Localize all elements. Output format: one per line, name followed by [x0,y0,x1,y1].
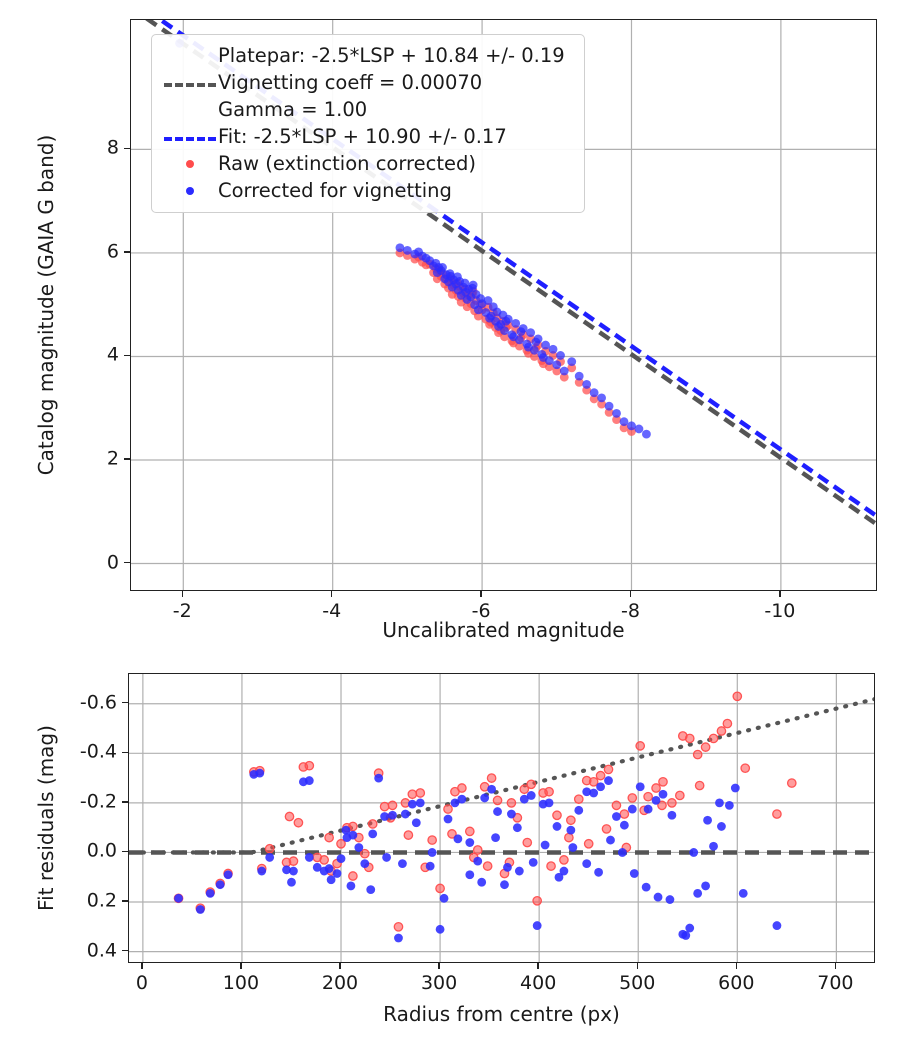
legend-label-vignetting-coeff: Vignetting coeff = 0.00070 [218,70,483,94]
residuals-plot-x-tick-label: 200 [321,972,359,994]
residuals-plot-y-tick-label: -0.4 [79,740,117,763]
legend-item-platepar: Platepar: -2.5*LSP + 10.84 +/- 0.19 [162,42,574,69]
magnitude-plot-x-tick [779,591,781,597]
magnitude-calibration-plot: Platepar: -2.5*LSP + 10.84 +/- 0.19 Vign… [130,19,877,591]
legend: Platepar: -2.5*LSP + 10.84 +/- 0.19 Vign… [151,34,585,213]
residuals-plot-x-tick-label: 700 [817,972,854,994]
magnitude-plot-y-tick-label: 8 [106,136,119,159]
residuals-plot-x-tick-label: 500 [619,972,656,994]
magnitude-plot-y-tick [124,147,130,150]
magnitude-plot-x-tick [181,591,183,597]
residuals-plot-x-tick-label: 100 [222,972,260,994]
residuals-plot-y-tick-label: 0.0 [86,839,117,862]
magnitude-plot-x-tick-label: -8 [621,600,640,622]
fit-residuals-plot [128,673,875,963]
magnitude-plot-y-tick-label: 4 [106,343,119,366]
magnitude-plot-x-tick-label: -6 [471,600,491,622]
residuals-plot-y-tick [122,702,128,704]
legend-item-vignetting-coeff: Vignetting coeff = 0.00070 [162,69,574,96]
legend-key-corrected [162,180,218,202]
legend-item-raw: Raw (extinction corrected) [162,150,574,177]
residuals-plot-x-tick [834,963,837,969]
top-plot-x-axis-title: Uncalibrated magnitude [382,618,625,642]
magnitude-plot-y-tick-label: 6 [106,240,119,263]
legend-label-platepar: Platepar: -2.5*LSP + 10.84 +/- 0.19 [218,43,565,67]
residuals-plot-y-tick [122,801,128,803]
residuals-plot-y-tick-label: -0.6 [79,691,117,714]
magnitude-plot-x-tick-label: -2 [172,600,192,622]
top-plot-y-axis-title: Catalog magnitude (GAIA G band) [34,134,58,476]
residuals-plot-x-tick-label: 400 [520,972,557,994]
legend-key-raw [162,153,218,175]
magnitude-plot-x-tick-label: -4 [322,600,342,622]
bottom-plot-y-axis-title: Fit residuals (mag) [34,725,58,911]
magnitude-plot-y-tick [124,251,130,253]
residuals-plot-y-tick-label: -0.2 [79,790,117,813]
residuals-plot-y-tick-label: 0.4 [86,939,117,962]
residuals-plot-x-tick [735,963,737,969]
residuals-plot-y-tick [122,949,128,952]
residuals-plot-x-tick [537,963,539,969]
residuals-plot-x-tick [240,963,242,969]
bottom-plot-svg [129,674,874,962]
legend-item-corrected: Corrected for vignetting [162,177,574,204]
residuals-plot-y-tick [122,751,128,753]
legend-key-gamma [162,99,218,121]
residuals-plot-x-tick [339,963,341,969]
residuals-plot-x-tick [141,963,143,969]
residuals-plot-y-tick [122,900,128,902]
magnitude-plot-y-tick [124,561,130,564]
magnitude-plot-x-tick-label: -10 [764,600,796,622]
residuals-plot-x-tick [438,963,440,969]
legend-key-vignetting-coeff [162,72,218,94]
magnitude-plot-y-tick [124,458,130,460]
magnitude-plot-y-tick [124,354,130,357]
legend-item-fit: Fit: -2.5*LSP + 10.90 +/- 0.17 [162,123,574,150]
residuals-plot-y-tick [122,850,128,853]
residuals-plot-y-tick-label: 0.2 [86,889,117,912]
residuals-plot-x-tick-label: 600 [718,972,755,994]
magnitude-plot-x-tick [480,591,482,597]
legend-key-fit [162,126,218,148]
magnitude-plot-y-tick-label: 0 [106,551,119,574]
bottom-plot-content [129,674,874,962]
residuals-plot-x-tick [636,963,638,969]
residuals-plot-x-tick-label: 0 [135,972,148,994]
legend-label-gamma: Gamma = 1.00 [218,97,368,121]
magnitude-plot-x-tick [629,591,632,597]
legend-label-corrected: Corrected for vignetting [218,178,452,202]
bottom-plot-x-axis-title: Radius from centre (px) [383,1002,620,1026]
magnitude-plot-y-tick-label: 2 [106,447,119,470]
legend-key-platepar [162,45,218,67]
legend-item-gamma: Gamma = 1.00 [162,96,574,123]
legend-label-fit: Fit: -2.5*LSP + 10.90 +/- 0.17 [218,124,507,148]
magnitude-plot-x-tick [330,591,333,597]
legend-label-raw: Raw (extinction corrected) [218,151,476,175]
residuals-plot-x-tick-label: 300 [420,972,458,994]
